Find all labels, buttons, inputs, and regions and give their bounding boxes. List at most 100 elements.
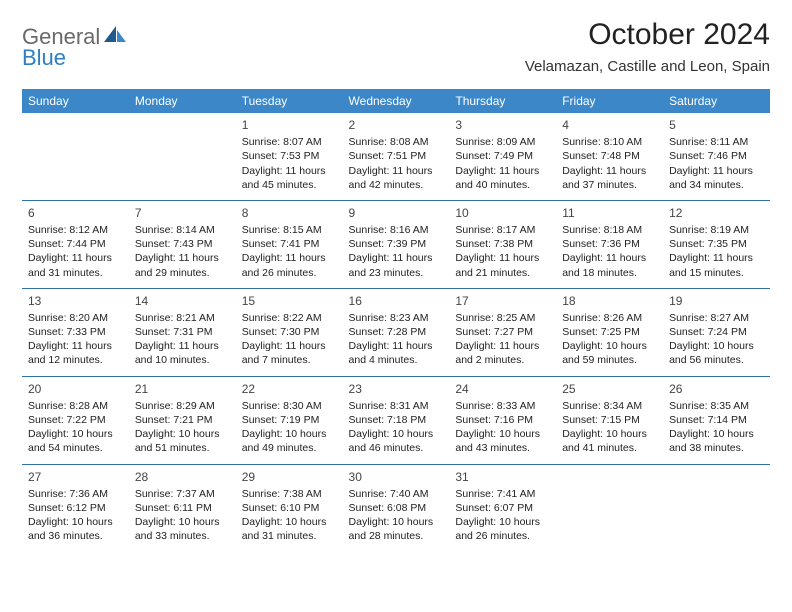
sunrise-text: Sunrise: 8:14 AM: [135, 223, 230, 237]
sunset-text: Sunset: 7:30 PM: [242, 325, 337, 339]
daylight-text: and 10 minutes.: [135, 353, 230, 367]
sunrise-text: Sunrise: 7:36 AM: [28, 487, 123, 501]
daylight-text: and 42 minutes.: [349, 178, 444, 192]
daylight-text: Daylight: 10 hours: [455, 427, 550, 441]
calendar-cell: 2Sunrise: 8:08 AMSunset: 7:51 PMDaylight…: [343, 113, 450, 200]
weekday-header: Tuesday: [236, 89, 343, 113]
daylight-text: Daylight: 10 hours: [562, 427, 657, 441]
calendar-cell: 12Sunrise: 8:19 AMSunset: 7:35 PMDayligh…: [663, 200, 770, 288]
daylight-text: and 21 minutes.: [455, 266, 550, 280]
sunrise-text: Sunrise: 8:08 AM: [349, 135, 444, 149]
weekday-header: Monday: [129, 89, 236, 113]
calendar-cell: 27Sunrise: 7:36 AMSunset: 6:12 PMDayligh…: [22, 464, 129, 551]
brand-logo: General Blue: [22, 22, 128, 69]
day-number: 14: [135, 293, 230, 309]
daylight-text: Daylight: 11 hours: [669, 251, 764, 265]
sunrise-text: Sunrise: 8:15 AM: [242, 223, 337, 237]
day-number: 2: [349, 117, 444, 133]
calendar-row: 1Sunrise: 8:07 AMSunset: 7:53 PMDaylight…: [22, 113, 770, 200]
daylight-text: Daylight: 10 hours: [135, 515, 230, 529]
sunset-text: Sunset: 6:11 PM: [135, 501, 230, 515]
calendar-cell: 19Sunrise: 8:27 AMSunset: 7:24 PMDayligh…: [663, 288, 770, 376]
calendar-cell: 29Sunrise: 7:38 AMSunset: 6:10 PMDayligh…: [236, 464, 343, 551]
calendar-table: Sunday Monday Tuesday Wednesday Thursday…: [22, 89, 770, 551]
daylight-text: Daylight: 10 hours: [349, 515, 444, 529]
calendar-cell: 20Sunrise: 8:28 AMSunset: 7:22 PMDayligh…: [22, 376, 129, 464]
day-number: 21: [135, 381, 230, 397]
sunset-text: Sunset: 7:22 PM: [28, 413, 123, 427]
calendar-cell: 26Sunrise: 8:35 AMSunset: 7:14 PMDayligh…: [663, 376, 770, 464]
calendar-row: 27Sunrise: 7:36 AMSunset: 6:12 PMDayligh…: [22, 464, 770, 551]
daylight-text: and 2 minutes.: [455, 353, 550, 367]
sunrise-text: Sunrise: 8:09 AM: [455, 135, 550, 149]
daylight-text: and 26 minutes.: [455, 529, 550, 543]
daylight-text: Daylight: 10 hours: [135, 427, 230, 441]
calendar-cell: 14Sunrise: 8:21 AMSunset: 7:31 PMDayligh…: [129, 288, 236, 376]
brand-text: General Blue: [22, 22, 128, 69]
day-number: 10: [455, 205, 550, 221]
sunset-text: Sunset: 7:44 PM: [28, 237, 123, 251]
header: General Blue October 2024 Velamazan, Cas…: [22, 18, 770, 75]
day-number: 29: [242, 469, 337, 485]
daylight-text: Daylight: 11 hours: [242, 339, 337, 353]
daylight-text: Daylight: 11 hours: [135, 251, 230, 265]
calendar-cell: 6Sunrise: 8:12 AMSunset: 7:44 PMDaylight…: [22, 200, 129, 288]
calendar-cell: 25Sunrise: 8:34 AMSunset: 7:15 PMDayligh…: [556, 376, 663, 464]
sunrise-text: Sunrise: 8:10 AM: [562, 135, 657, 149]
calendar-cell: 7Sunrise: 8:14 AMSunset: 7:43 PMDaylight…: [129, 200, 236, 288]
sunrise-text: Sunrise: 8:28 AM: [28, 399, 123, 413]
day-number: 6: [28, 205, 123, 221]
calendar-cell: 8Sunrise: 8:15 AMSunset: 7:41 PMDaylight…: [236, 200, 343, 288]
sunset-text: Sunset: 6:08 PM: [349, 501, 444, 515]
sunset-text: Sunset: 7:43 PM: [135, 237, 230, 251]
sunrise-text: Sunrise: 8:26 AM: [562, 311, 657, 325]
weekday-header: Friday: [556, 89, 663, 113]
calendar-cell: 11Sunrise: 8:18 AMSunset: 7:36 PMDayligh…: [556, 200, 663, 288]
daylight-text: Daylight: 11 hours: [242, 164, 337, 178]
sunset-text: Sunset: 7:14 PM: [669, 413, 764, 427]
daylight-text: and 28 minutes.: [349, 529, 444, 543]
sunset-text: Sunset: 7:38 PM: [455, 237, 550, 251]
day-number: 4: [562, 117, 657, 133]
calendar-cell: 24Sunrise: 8:33 AMSunset: 7:16 PMDayligh…: [449, 376, 556, 464]
day-number: 16: [349, 293, 444, 309]
calendar-cell: 18Sunrise: 8:26 AMSunset: 7:25 PMDayligh…: [556, 288, 663, 376]
calendar-row: 13Sunrise: 8:20 AMSunset: 7:33 PMDayligh…: [22, 288, 770, 376]
daylight-text: Daylight: 10 hours: [28, 427, 123, 441]
daylight-text: Daylight: 11 hours: [455, 339, 550, 353]
weekday-header: Thursday: [449, 89, 556, 113]
calendar-cell: [556, 464, 663, 551]
sunrise-text: Sunrise: 8:25 AM: [455, 311, 550, 325]
calendar-cell: 15Sunrise: 8:22 AMSunset: 7:30 PMDayligh…: [236, 288, 343, 376]
title-block: October 2024 Velamazan, Castille and Leo…: [525, 18, 770, 75]
daylight-text: Daylight: 10 hours: [28, 515, 123, 529]
daylight-text: and 45 minutes.: [242, 178, 337, 192]
day-number: 9: [349, 205, 444, 221]
daylight-text: and 7 minutes.: [242, 353, 337, 367]
day-number: 18: [562, 293, 657, 309]
calendar-cell: 4Sunrise: 8:10 AMSunset: 7:48 PMDaylight…: [556, 113, 663, 200]
sunrise-text: Sunrise: 8:27 AM: [669, 311, 764, 325]
sunrise-text: Sunrise: 7:37 AM: [135, 487, 230, 501]
sunrise-text: Sunrise: 8:29 AM: [135, 399, 230, 413]
daylight-text: and 49 minutes.: [242, 441, 337, 455]
daylight-text: Daylight: 11 hours: [562, 251, 657, 265]
daylight-text: and 46 minutes.: [349, 441, 444, 455]
day-number: 27: [28, 469, 123, 485]
daylight-text: and 23 minutes.: [349, 266, 444, 280]
calendar-cell: 30Sunrise: 7:40 AMSunset: 6:08 PMDayligh…: [343, 464, 450, 551]
sunrise-text: Sunrise: 8:21 AM: [135, 311, 230, 325]
sunset-text: Sunset: 7:24 PM: [669, 325, 764, 339]
weekday-header: Wednesday: [343, 89, 450, 113]
calendar-row: 20Sunrise: 8:28 AMSunset: 7:22 PMDayligh…: [22, 376, 770, 464]
daylight-text: and 4 minutes.: [349, 353, 444, 367]
day-number: 31: [455, 469, 550, 485]
daylight-text: and 33 minutes.: [135, 529, 230, 543]
calendar-cell: 1Sunrise: 8:07 AMSunset: 7:53 PMDaylight…: [236, 113, 343, 200]
daylight-text: and 43 minutes.: [455, 441, 550, 455]
daylight-text: Daylight: 11 hours: [349, 339, 444, 353]
calendar-cell: 21Sunrise: 8:29 AMSunset: 7:21 PMDayligh…: [129, 376, 236, 464]
sunrise-text: Sunrise: 7:40 AM: [349, 487, 444, 501]
day-number: 12: [669, 205, 764, 221]
sunrise-text: Sunrise: 7:41 AM: [455, 487, 550, 501]
